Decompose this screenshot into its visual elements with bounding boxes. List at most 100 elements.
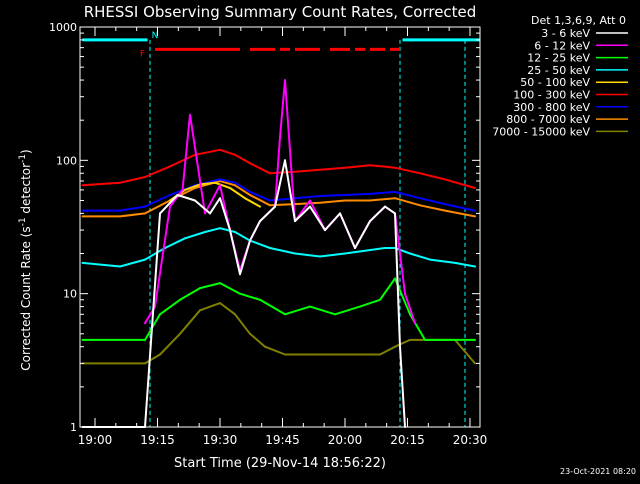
data-point [319, 255, 321, 258]
data-point [81, 338, 84, 341]
data-point [219, 302, 221, 305]
data-point [269, 199, 271, 202]
data-point [81, 261, 84, 264]
data-point [319, 168, 321, 171]
data-point [309, 199, 311, 202]
data-point [474, 187, 476, 189]
data-point [444, 203, 446, 206]
data-point [119, 209, 121, 212]
data-point [194, 187, 196, 189]
data-point [419, 204, 421, 207]
data-point [394, 197, 396, 200]
series-line [82, 227, 476, 268]
data-point [159, 313, 161, 316]
x-tick-label: 20:15 [390, 433, 425, 447]
data-point [269, 247, 271, 249]
data-point [219, 184, 221, 187]
data-point [309, 305, 311, 308]
data-point [359, 305, 361, 308]
data-point [169, 165, 171, 168]
data-point [144, 362, 146, 365]
data-point [284, 353, 286, 356]
data-point [409, 338, 411, 341]
data-point [394, 166, 396, 169]
series-line [144, 79, 416, 324]
data-point [394, 277, 396, 280]
data-point [119, 265, 121, 268]
data-point [344, 166, 346, 169]
data-point [229, 187, 231, 189]
axes: 1 10 100 1000 19:00 19:15 19:30 19:45 20:00 20:15… [49, 21, 487, 447]
plot-area: FN [81, 31, 480, 428]
data-point [144, 205, 146, 208]
y-axis-label-sup1: -1 [18, 217, 28, 226]
data-point [184, 237, 186, 240]
data-point [199, 309, 201, 312]
y-tick-label: 1 [70, 421, 77, 434]
data-point [294, 220, 296, 223]
marker-n: N [152, 31, 159, 41]
data-point [219, 227, 221, 230]
data-point [339, 212, 341, 215]
data-point [379, 298, 381, 301]
data-point [309, 205, 311, 208]
data-point [119, 362, 121, 365]
legend-label: 7000 - 15000 keV [492, 125, 590, 138]
series-line [82, 178, 476, 212]
data-point [319, 201, 321, 204]
y-axis-label: Corrected Count Rate (s-1 detector-1) [18, 149, 33, 370]
y-tick-label: 10 [63, 288, 77, 301]
data-point [259, 298, 261, 301]
data-point [229, 229, 231, 232]
data-point [269, 204, 271, 207]
y-tick-label: 100 [56, 154, 77, 167]
x-tick-label: 19:00 [78, 433, 113, 447]
data-point [179, 332, 181, 335]
data-point [474, 362, 476, 365]
legend-label: 50 - 100 keV [520, 76, 590, 89]
data-point [184, 188, 186, 191]
data-point [176, 194, 179, 196]
data-point [294, 252, 296, 255]
legend-label: 25 - 50 keV [527, 64, 590, 77]
data-point [214, 181, 216, 184]
y-axis-label-main: Corrected Count Rate (s [19, 226, 33, 370]
data-point [194, 199, 196, 202]
data-point [144, 176, 146, 178]
data-point [259, 205, 261, 208]
data-point [159, 212, 161, 215]
data-point [239, 273, 241, 276]
data-point [344, 252, 346, 255]
data-point [429, 258, 431, 261]
data-point [159, 353, 161, 356]
series-line [82, 302, 476, 365]
x-axis-label: Start Time (29-Nov-14 18:56:22) [174, 456, 386, 471]
data-point [264, 345, 266, 348]
data-point [219, 178, 221, 181]
data-point [334, 353, 336, 356]
data-point [181, 188, 184, 191]
x-tick-label: 20:30 [453, 433, 488, 447]
data-point [234, 231, 236, 233]
data-point [169, 194, 171, 196]
data-point [204, 212, 206, 215]
data-point [274, 205, 276, 208]
x-tick-label: 19:45 [265, 433, 300, 447]
data-point [284, 159, 286, 162]
data-point [169, 205, 171, 208]
data-point [474, 215, 476, 218]
data-point [414, 322, 416, 325]
data-point [239, 292, 241, 295]
data-point [294, 197, 296, 200]
y-axis-label-end: ) [19, 149, 33, 154]
data-point [199, 287, 201, 290]
data-point [81, 184, 84, 187]
data-point [249, 239, 251, 242]
data-point [474, 338, 476, 341]
data-point [384, 247, 386, 249]
data-point [144, 258, 146, 261]
data-point [154, 305, 156, 308]
data-point [454, 261, 456, 264]
data-point [119, 181, 121, 184]
